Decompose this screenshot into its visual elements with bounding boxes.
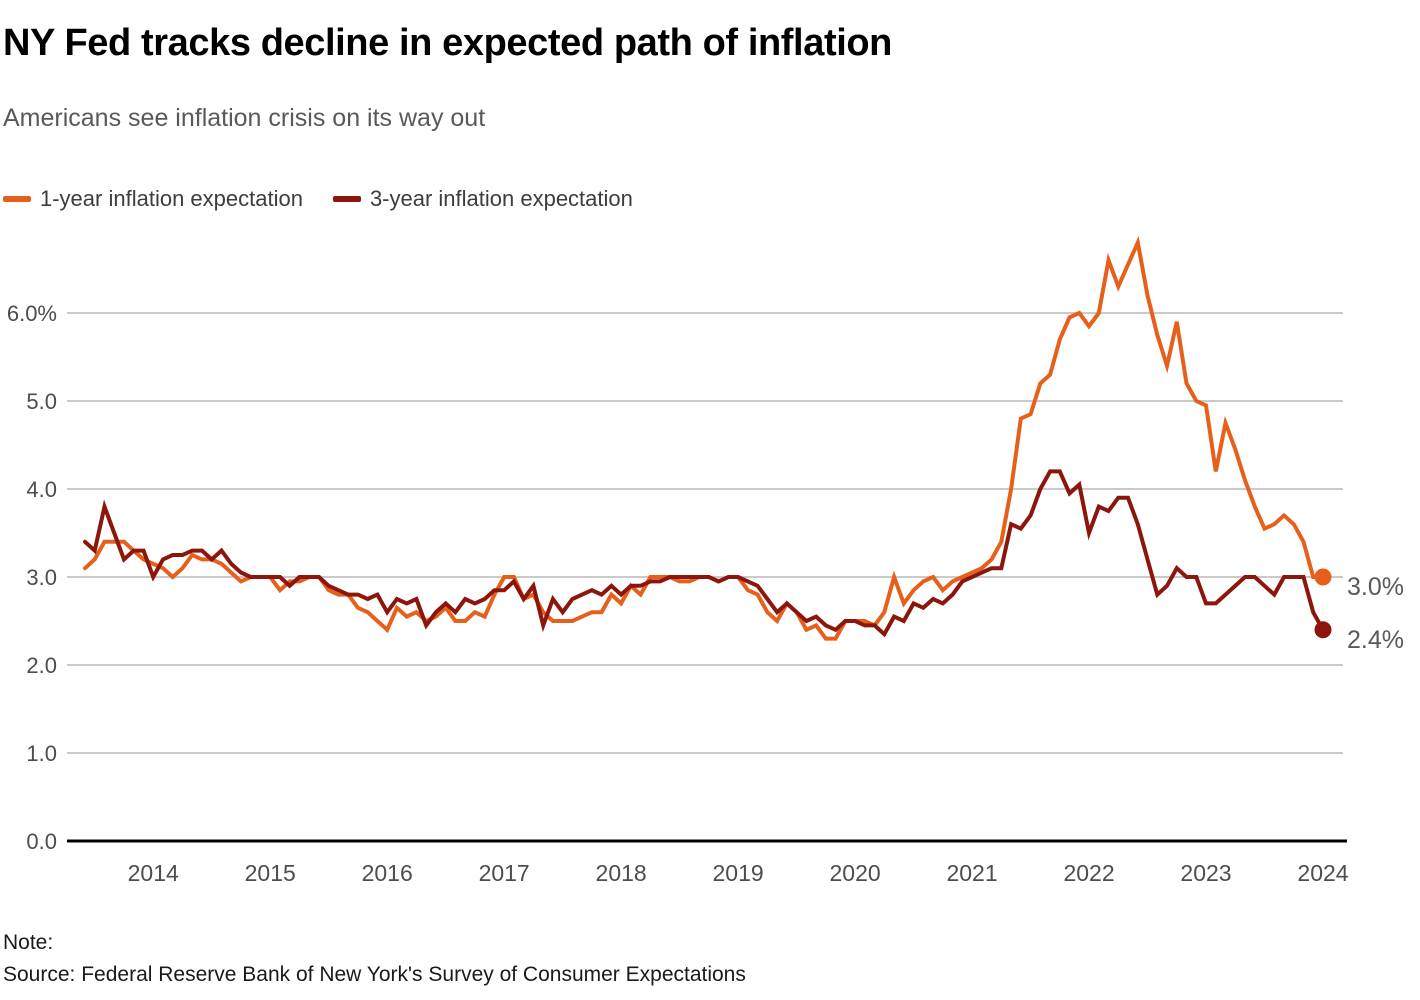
y-tick-label: 2.0 <box>26 653 57 678</box>
end-label-3-year: 2.4% <box>1347 626 1404 654</box>
legend-swatch-1-year-icon <box>3 196 31 202</box>
x-tick-label: 2019 <box>713 860 764 886</box>
x-tick-label: 2014 <box>128 860 179 886</box>
legend-label-3-year: 3-year inflation expectation <box>369 186 633 211</box>
end-dot-1-year <box>1314 568 1332 586</box>
y-tick-label: 6.0% <box>7 301 57 326</box>
x-tick-label: 2018 <box>596 860 647 886</box>
x-tick-label: 2022 <box>1063 860 1114 886</box>
y-tick-label: 5.0 <box>26 389 57 414</box>
legend-swatch-3-year-icon <box>332 196 361 202</box>
page-subtitle: Americans see inflation crisis on its wa… <box>3 104 486 132</box>
y-tick-label: 1.0 <box>26 741 57 766</box>
page-title: NY Fed tracks decline in expected path o… <box>3 22 892 64</box>
x-tick-label: 2017 <box>479 860 530 886</box>
series-line-3-year <box>83 469 1325 638</box>
note-label: Note: <box>3 931 54 954</box>
x-tick-label: 2015 <box>245 860 296 886</box>
legend: 1-year inflation expectation 3-year infl… <box>3 186 633 212</box>
x-tick-label: 2024 <box>1297 860 1348 886</box>
x-tick-label: 2023 <box>1180 860 1231 886</box>
y-tick-label: 3.0 <box>26 565 57 590</box>
end-dot-3-year <box>1314 621 1332 639</box>
y-tick-label: 0.0 <box>26 829 57 854</box>
legend-item-3-year: 3-year inflation expectation <box>332 186 633 212</box>
source-line: Source: Federal Reserve Bank of New York… <box>3 963 746 986</box>
y-tick-label: 4.0 <box>26 477 57 502</box>
legend-label-1-year: 1-year inflation expectation <box>40 186 303 211</box>
x-tick-label: 2020 <box>830 860 881 886</box>
x-tick-label: 2021 <box>946 860 997 886</box>
x-tick-label: 2016 <box>362 860 413 886</box>
end-label-1-year: 3.0% <box>1347 573 1404 601</box>
series-line-1-year <box>83 235 1325 641</box>
legend-item-1-year: 1-year inflation expectation <box>3 186 303 212</box>
